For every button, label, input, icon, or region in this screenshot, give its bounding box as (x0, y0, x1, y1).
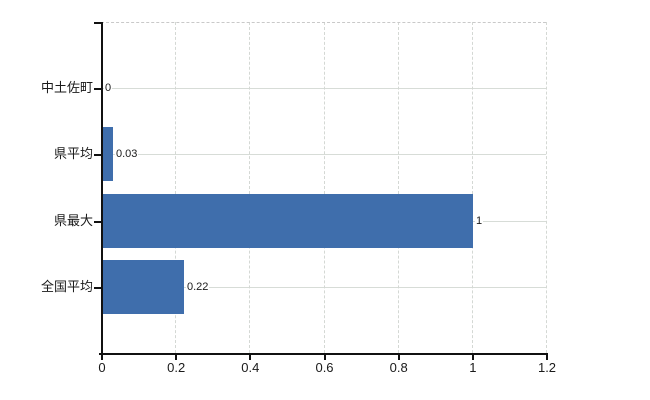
x-tick-label: 0.6 (315, 360, 334, 375)
x-tick-label: 1.2 (537, 360, 557, 375)
x-tick (323, 355, 326, 360)
x-tick (101, 355, 103, 360)
x-tick (175, 355, 178, 360)
category-label: 中土佐町 (40, 80, 93, 96)
gridline-vertical (471, 22, 473, 353)
x-tick (546, 355, 548, 360)
x-tick-label: 0.4 (241, 360, 260, 375)
category-label: 全国平均 (40, 278, 93, 294)
x-tick-label: 0.2 (167, 360, 186, 375)
y-tick (94, 88, 101, 91)
y-axis (101, 22, 103, 354)
bar (102, 259, 184, 314)
bar-value-label: 1 (475, 213, 484, 228)
gridline-vertical (175, 22, 177, 353)
x-tick (249, 355, 252, 360)
x-tick-label: 1 (469, 360, 477, 375)
y-tick (94, 220, 101, 223)
bar-value-label: 0 (104, 81, 113, 96)
gridline-vertical (546, 22, 547, 353)
bar (102, 193, 473, 248)
category-label: 県最大 (53, 212, 93, 228)
x-axis (99, 353, 548, 355)
x-tick-label: 0 (98, 360, 106, 375)
y-tick (94, 154, 101, 157)
gridline-vertical (249, 22, 251, 353)
bar (102, 127, 113, 182)
category-label: 県平均 (53, 146, 93, 162)
y-axis-end-tick (94, 22, 101, 24)
x-tick-label: 0.8 (389, 360, 408, 375)
bar-value-label: 0.22 (186, 279, 210, 294)
y-tick (94, 286, 101, 289)
gridline-vertical (323, 22, 325, 353)
x-tick (471, 355, 474, 360)
gridline-vertical (397, 22, 399, 353)
bar-value-label: 0.03 (115, 147, 139, 162)
x-tick (397, 355, 400, 360)
plot-top-border (101, 22, 546, 23)
